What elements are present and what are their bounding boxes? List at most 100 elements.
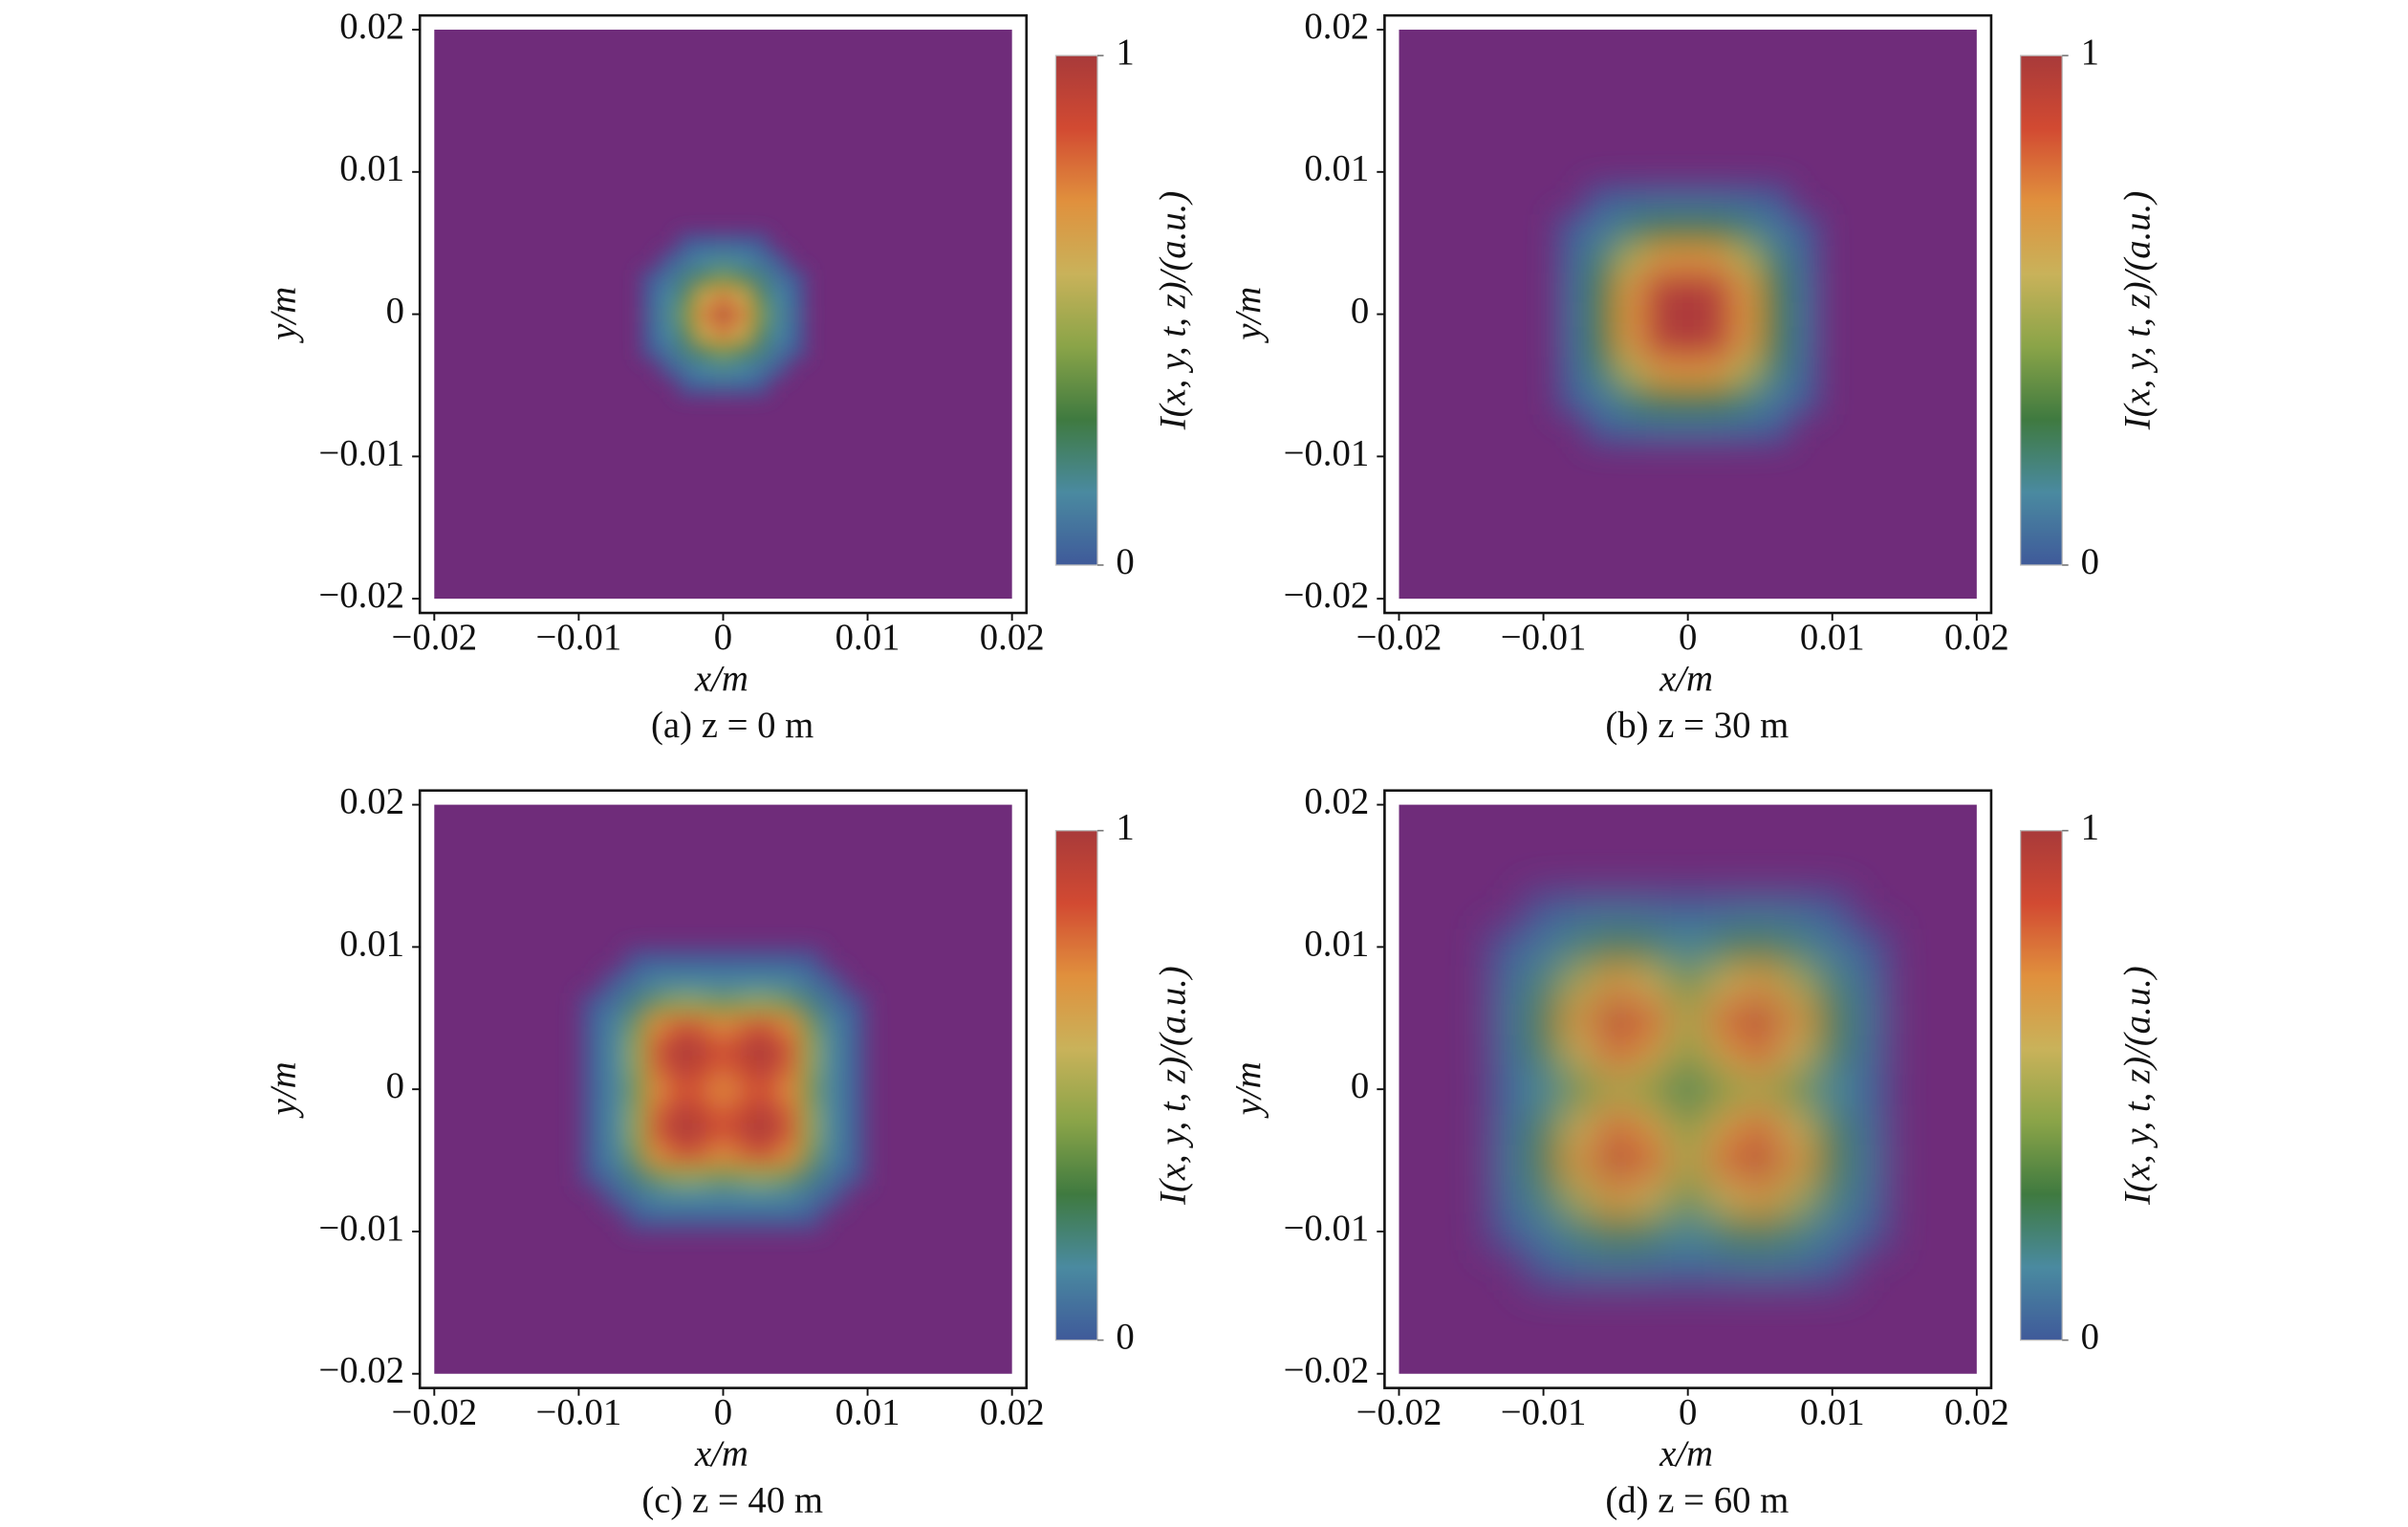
heatmap-cell	[647, 950, 670, 973]
heatmap-cell	[1731, 214, 1762, 245]
heatmap-cell	[1850, 1142, 1888, 1179]
heatmap-cell	[733, 1121, 757, 1144]
x-tick-label: 0	[714, 1392, 732, 1433]
y-tick-label: 0.02	[1304, 6, 1369, 47]
y-tick-label: −0.01	[1284, 1208, 1370, 1249]
heatmap-cell	[647, 1164, 670, 1187]
heatmap-cell	[755, 950, 778, 973]
heatmap-cell	[733, 1164, 757, 1187]
heatmap-cell	[690, 971, 713, 994]
heatmap-cell	[731, 233, 751, 253]
heatmap-cell	[1760, 271, 1790, 301]
heatmap-cell	[1525, 1249, 1563, 1286]
heatmap-cell	[1616, 185, 1646, 216]
heatmap-cell	[755, 1142, 778, 1166]
heatmap-cell	[668, 1206, 692, 1230]
heatmap-cell	[755, 1014, 778, 1037]
heatmap-cell	[1813, 1178, 1852, 1215]
heatmap-cell	[1616, 384, 1646, 415]
heatmap-cell	[647, 971, 670, 994]
heatmap-cell	[1597, 1142, 1635, 1179]
heatmap-cell	[1597, 1213, 1635, 1251]
heatmap-cell	[660, 251, 680, 271]
heatmap-cell	[768, 287, 788, 307]
heatmap-cell	[1778, 1142, 1815, 1179]
heatmap-cell	[1616, 357, 1646, 386]
heatmap-cell	[798, 1079, 822, 1102]
heatmap-cell	[1669, 1036, 1707, 1073]
heatmap-cell	[1488, 1178, 1527, 1215]
heatmap-cell	[777, 1206, 800, 1230]
heatmap-cell	[777, 1164, 800, 1187]
x-tick-label: −0.01	[1501, 1392, 1587, 1433]
heatmap-cell	[1850, 1071, 1888, 1108]
heatmap-cell	[1673, 185, 1703, 216]
heatmap-cell	[647, 993, 670, 1015]
heatmap-cell	[678, 287, 697, 307]
heatmap-cell	[603, 1014, 627, 1037]
heatmap-cell	[690, 1057, 713, 1080]
heatmap-cell	[582, 1164, 605, 1187]
heatmap-cell	[641, 287, 662, 307]
heatmap-cell	[647, 1121, 670, 1144]
heatmap-cell	[712, 1164, 735, 1187]
heatmap-cell	[625, 1206, 648, 1230]
heatmap-cell	[1669, 893, 1707, 930]
y-tick-label: 0	[1351, 1065, 1369, 1106]
heatmap-cell	[1488, 1213, 1527, 1251]
heatmap-cell	[1561, 1106, 1599, 1144]
heatmap-cell	[1742, 1071, 1779, 1108]
heatmap-clip	[1557, 185, 1819, 444]
heatmap-cell	[731, 270, 751, 289]
heatmap-cell	[712, 1036, 735, 1058]
heatmap-cell	[733, 1185, 757, 1208]
heatmap-cell	[1778, 928, 1815, 966]
heatmap-cell	[842, 1014, 865, 1037]
heatmap-cell	[690, 1142, 713, 1166]
heatmap-cell	[733, 1206, 757, 1230]
heatmap-cell	[1789, 384, 1819, 415]
heatmap-cell	[1731, 384, 1762, 415]
heatmap-cell	[1597, 964, 1635, 1001]
heatmap-cell	[1525, 928, 1563, 966]
heatmap-cell	[696, 251, 715, 271]
colorbar	[2019, 830, 2063, 1342]
heatmap-cell	[820, 1079, 843, 1102]
heatmap-cell	[603, 1057, 627, 1080]
heatmap-cell	[1586, 299, 1616, 330]
heatmap-cell	[1488, 1106, 1527, 1144]
heatmap-cell	[1789, 357, 1819, 386]
heatmap-cell	[1525, 893, 1563, 930]
heatmap-cell	[690, 950, 713, 973]
heatmap-cell	[1644, 413, 1675, 444]
heatmap-cell	[1488, 1142, 1527, 1179]
heatmap-cell	[1557, 243, 1588, 273]
heatmap-cell	[625, 950, 648, 973]
heatmap-cell	[603, 1121, 627, 1144]
colorbar-tick-label: 0	[2081, 541, 2099, 582]
heatmap-cell	[668, 1142, 692, 1166]
heatmap	[1488, 893, 1888, 1286]
heatmap-cell	[768, 251, 788, 271]
heatmap-cell	[1488, 1036, 1527, 1073]
heatmap-cell	[625, 1121, 648, 1144]
heatmap-cell	[660, 322, 680, 342]
heatmap-cell	[1705, 1036, 1744, 1073]
heatmap-cell	[582, 1100, 605, 1123]
heatmap-cell	[1586, 214, 1616, 245]
heatmap	[1557, 185, 1819, 444]
heatmap-cell	[712, 971, 735, 994]
x-tick-label: 0.02	[980, 617, 1045, 658]
heatmap-cell	[1742, 1213, 1779, 1251]
heatmap-cell	[1597, 893, 1635, 930]
heatmap-cell	[1673, 214, 1703, 245]
heatmap-cell	[777, 1142, 800, 1166]
heatmap-cell	[1669, 1142, 1707, 1179]
heatmap-cell	[696, 305, 715, 324]
heatmap-cell	[647, 1057, 670, 1080]
heatmap-cell	[1525, 1213, 1563, 1251]
heatmap-cell	[731, 287, 751, 307]
heatmap-cell	[603, 1142, 627, 1166]
heatmap-cell	[582, 1014, 605, 1037]
panel-caption: (a) z = 0 m	[651, 705, 814, 746]
